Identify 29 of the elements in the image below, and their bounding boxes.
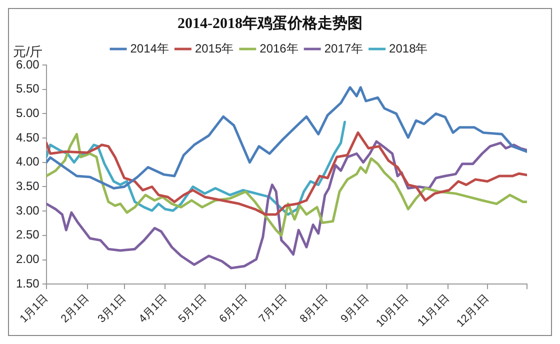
y-tick-label: 3.50 <box>16 179 40 194</box>
y-tick-label: 5.00 <box>16 106 40 120</box>
x-tick-label: 10月1日 <box>374 292 412 330</box>
legend-label: 2018年 <box>389 41 428 56</box>
x-tick-label: 9月1日 <box>338 292 372 326</box>
x-tick-label: 11月1日 <box>416 292 452 330</box>
y-tick-label: 1.50 <box>16 276 40 290</box>
y-axis-title: 元/斤 <box>13 44 43 60</box>
y-tick-label: 5.50 <box>16 82 40 96</box>
legend-label: 2016年 <box>260 41 298 56</box>
x-tick-label: 3月1日 <box>96 292 129 326</box>
y-tick-label: 4.00 <box>16 154 40 169</box>
legend-label: 2014年 <box>130 41 169 56</box>
legend-label: 2015年 <box>194 41 234 56</box>
legend-label: 2017年 <box>324 41 364 56</box>
x-tick-label: 7月1日 <box>256 292 290 326</box>
y-tick-label: 3.00 <box>16 203 40 218</box>
y-tick-label: 6.00 <box>16 57 40 72</box>
x-tick-label: 5月1日 <box>176 292 210 326</box>
x-tick-label: 4月1日 <box>136 292 170 326</box>
x-tick-label: 12月1日 <box>454 292 492 330</box>
chart-title: 2014-2018年鸡蛋价格走势图 <box>178 14 362 32</box>
y-tick-label: 2.50 <box>16 228 40 242</box>
x-tick-label: 6月1日 <box>217 292 250 326</box>
x-tick-label: 8月1日 <box>298 292 331 326</box>
y-tick-label: 4.50 <box>16 130 40 144</box>
x-tick-label: 2月1日 <box>58 292 92 326</box>
x-tick-label: 1月1日 <box>18 292 51 326</box>
y-tick-label: 2.00 <box>16 252 40 266</box>
